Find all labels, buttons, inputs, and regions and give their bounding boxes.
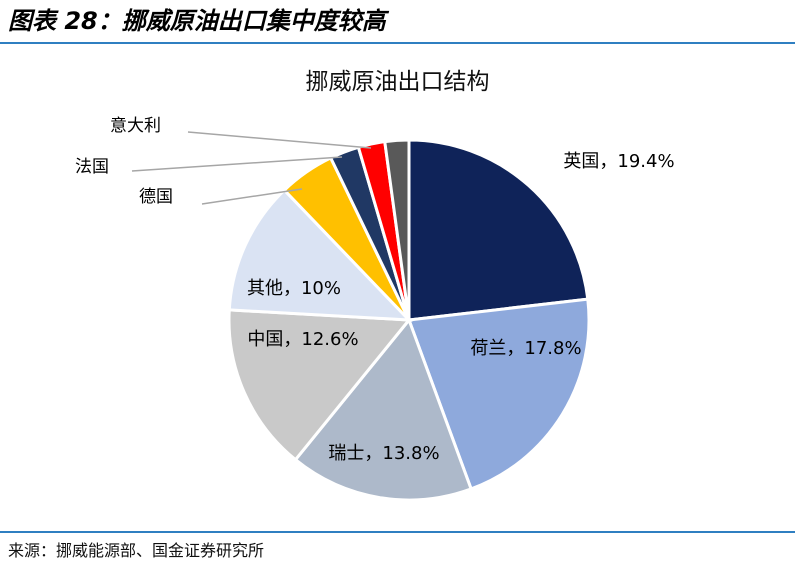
data-label-其他: 其他，10%	[247, 278, 341, 299]
data-label-瑞士: 瑞士，13.8%	[328, 443, 439, 464]
chart-area: 英国，19.4% 荷兰，17.8% 瑞士，13.8% 中国，12.6% 其他，10% 德国…	[0, 44, 795, 530]
pie-slice-unlabeled	[383, 138, 411, 321]
pie-chart: 英国，19.4% 荷兰，17.8% 瑞士，13.8% 中国，12.6% 其他，10% 德国…	[75, 116, 675, 502]
figure-header: 图表 28：挪威原油出口集中度较高	[8, 4, 386, 40]
data-label-中国: 中国，12.6%	[247, 329, 358, 350]
header-rule	[0, 42, 795, 44]
leader-line-法国	[131, 156, 343, 172]
leader-line-德国	[201, 188, 303, 205]
data-label-荷兰: 荷兰，17.8%	[470, 338, 581, 359]
footer-rule	[0, 531, 795, 533]
leader-line-意大利	[187, 131, 372, 149]
source-note: 来源：挪威能源部、国金证券研究所	[8, 541, 265, 560]
chart-title: 挪威原油出口结构	[305, 69, 490, 95]
pie-slice-瑞士	[293, 317, 474, 502]
data-label-德国: 德国	[139, 187, 173, 207]
pie-slice-英国	[407, 138, 590, 322]
pie-slice-其他	[227, 187, 413, 322]
pie-slice-中国	[227, 308, 413, 462]
data-label-意大利: 意大利	[110, 116, 161, 136]
data-label-英国: 英国，19.4%	[563, 151, 674, 172]
figure-title: 图表 28：挪威原油出口集中度较高	[8, 7, 386, 35]
data-label-法国: 法国	[75, 157, 109, 177]
